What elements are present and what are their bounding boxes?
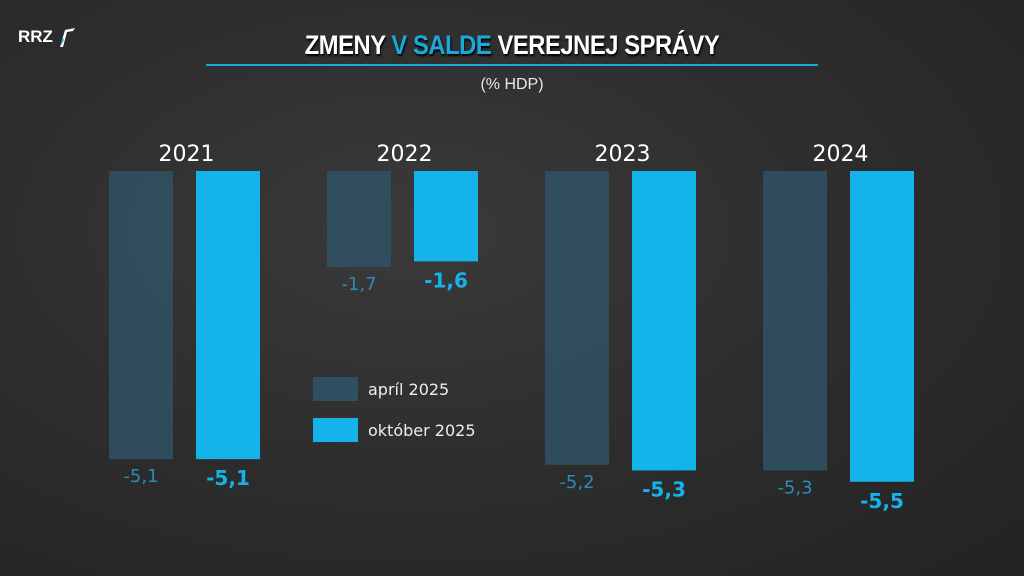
- value-label: -5,3: [642, 477, 686, 501]
- bar-oktober-2021: [196, 171, 260, 460]
- bar-april-2024: [763, 171, 827, 471]
- value-label: -5,3: [777, 477, 812, 498]
- bar-oktober-2024: [850, 171, 914, 482]
- legend-swatch-oktober: [313, 418, 358, 442]
- value-label: -5,5: [860, 489, 904, 513]
- legend-item-oktober: október 2025: [313, 418, 476, 442]
- value-label: -5,1: [123, 466, 158, 487]
- bar-oktober-2022: [414, 171, 478, 262]
- bar-oktober-2023: [632, 171, 696, 471]
- bar-april-2021: [109, 171, 173, 460]
- value-label: -5,1: [206, 466, 250, 490]
- bar-april-2023: [545, 171, 609, 465]
- value-label: -1,7: [341, 274, 376, 295]
- title-highlight: V SALDE: [391, 30, 492, 60]
- legend-label-oktober: október 2025: [368, 420, 476, 440]
- year-label: 2023: [595, 142, 651, 167]
- logo-mark-icon: [59, 28, 75, 47]
- chart-subtitle: (% HDP): [480, 76, 544, 93]
- rrz-logo: RRZ: [18, 26, 76, 48]
- year-label: 2022: [377, 142, 433, 167]
- title-part2: VEREJNEJ SPRÁVY: [491, 30, 720, 60]
- title-part1: ZMENY: [304, 30, 392, 60]
- logo-text: RRZ: [18, 27, 53, 46]
- legend-item-april: apríl 2025: [313, 377, 476, 401]
- title-underline: [206, 64, 818, 66]
- legend: apríl 2025 október 2025: [313, 377, 476, 459]
- chart-title: ZMENY V SALDE VEREJNEJ SPRÁVY: [243, 30, 782, 61]
- value-label: -5,2: [559, 472, 594, 493]
- value-label: -1,6: [424, 268, 468, 292]
- legend-label-april: apríl 2025: [368, 379, 450, 399]
- year-label: 2021: [159, 142, 215, 167]
- bar-april-2022: [327, 171, 391, 268]
- year-label: 2024: [813, 142, 869, 167]
- legend-swatch-april: [313, 377, 358, 401]
